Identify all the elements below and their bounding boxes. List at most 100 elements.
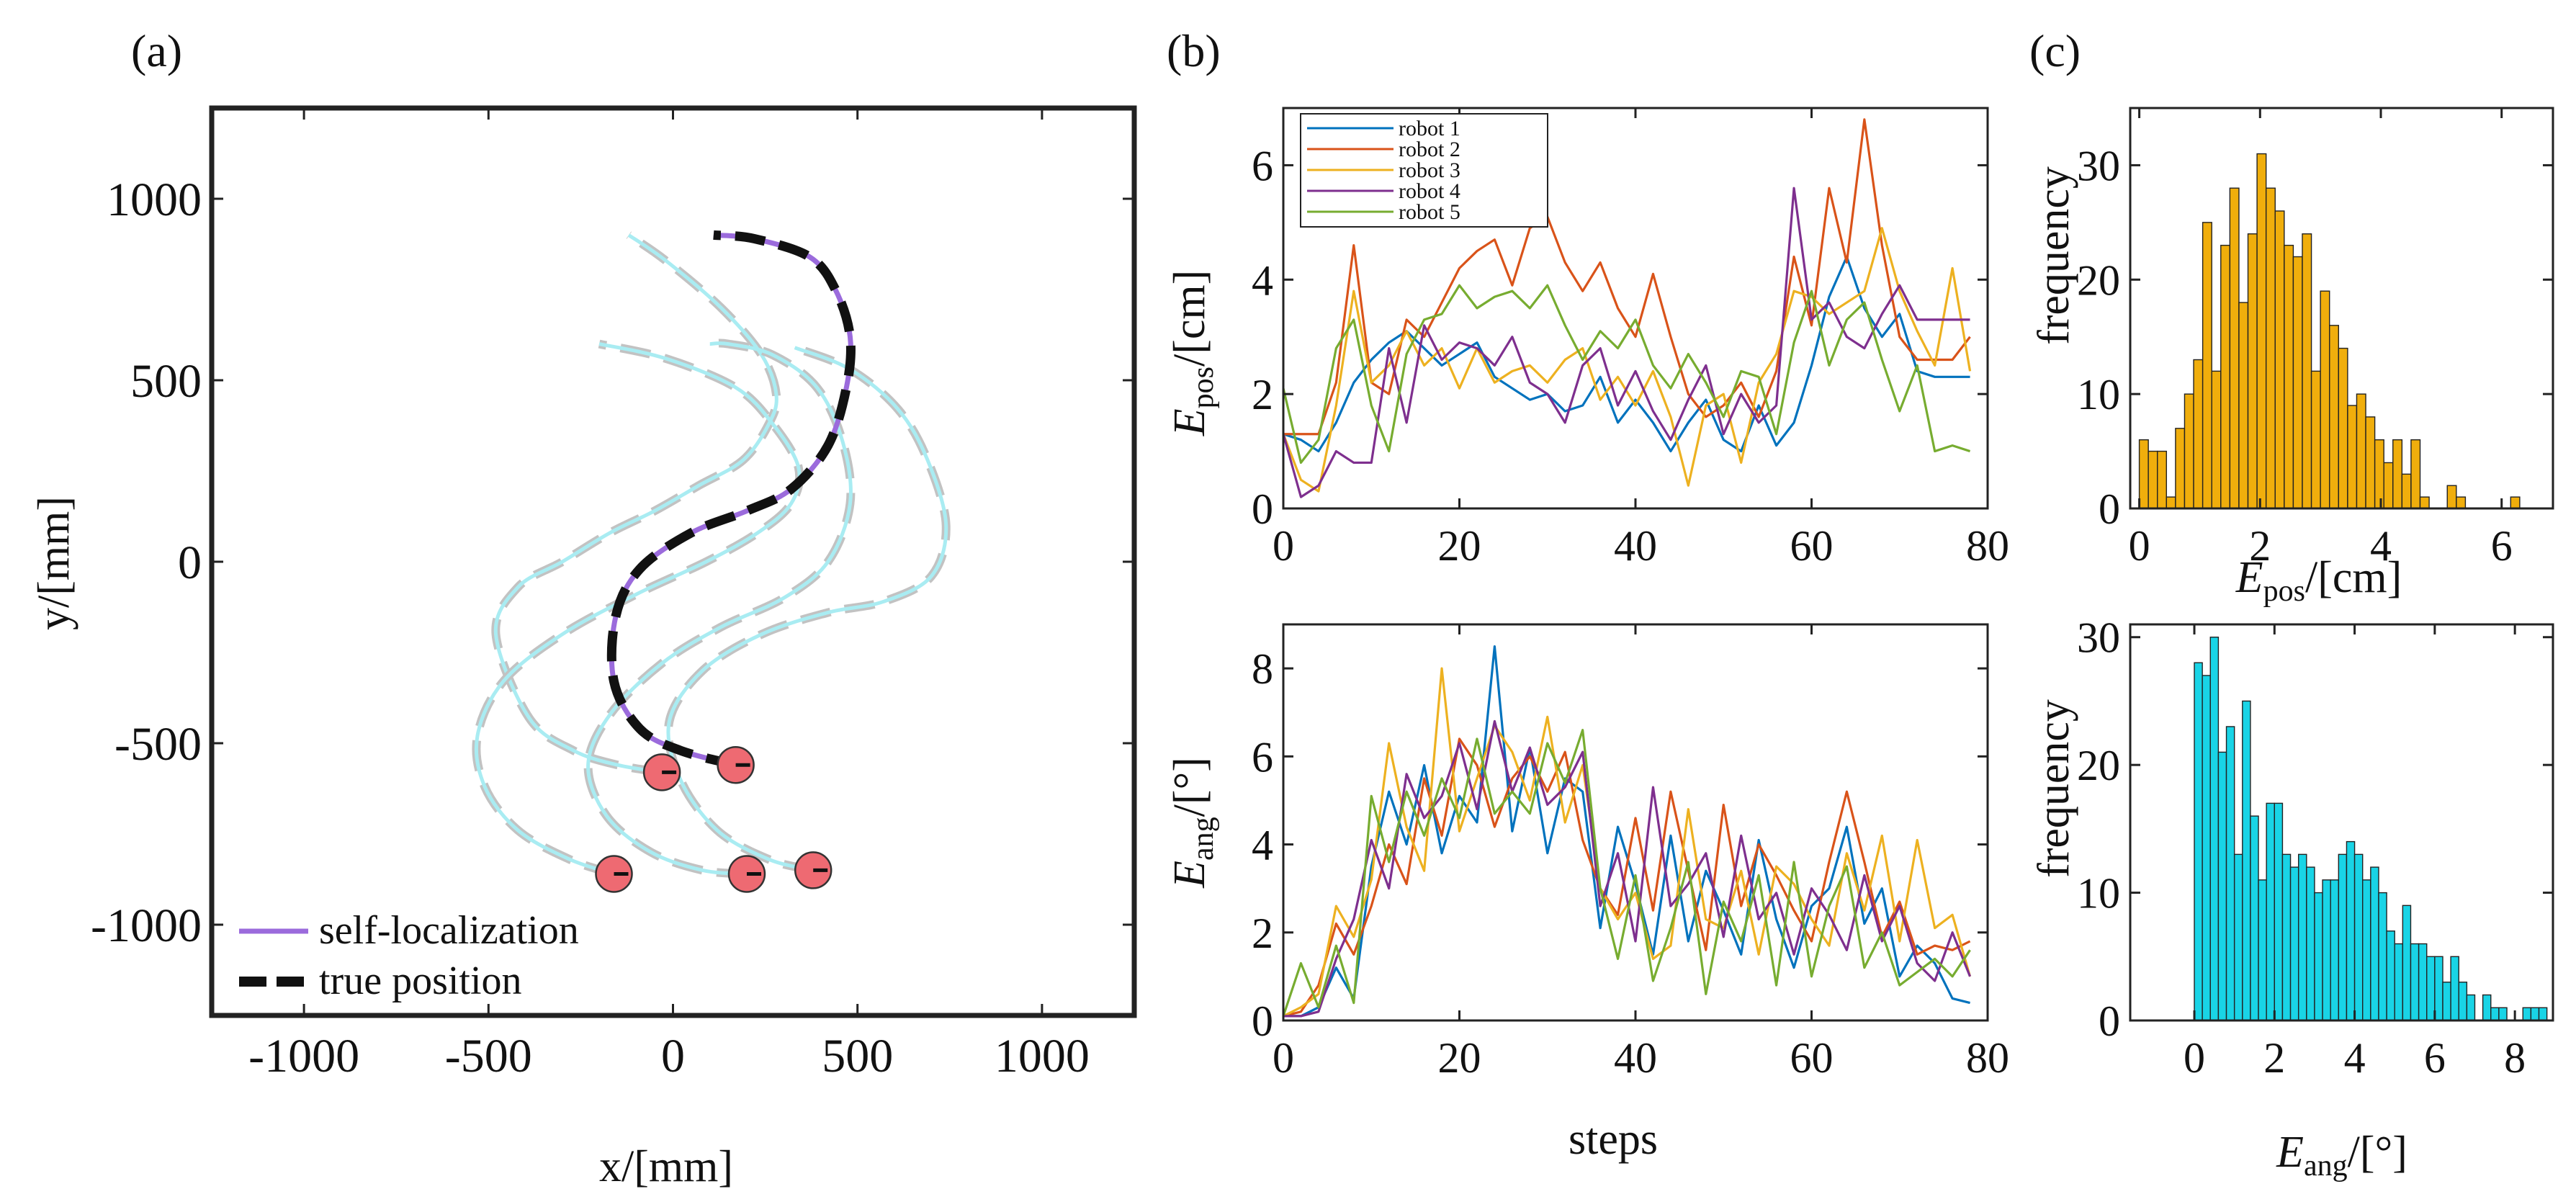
panel-c2-bar — [2434, 956, 2443, 1021]
panel-c2-bar — [2378, 892, 2387, 1021]
c1-xlabel-main: E — [2235, 553, 2263, 602]
panel-c1-ytick-label: 30 — [2077, 142, 2120, 189]
panel-c1-xtick-label: 2 — [2249, 522, 2271, 570]
panel-b1-series-robot-5 — [1282, 284, 1971, 465]
panel-c1-bar — [2265, 187, 2276, 509]
panel-b1-xtick-label: 20 — [1438, 522, 1481, 570]
panel-a-ytick-label: -500 — [115, 718, 202, 771]
panel-b2-xtick-label: 0 — [1273, 1034, 1294, 1082]
panel-b1-ytick-label: 2 — [1252, 371, 1273, 418]
panel-c1-bar — [2320, 290, 2330, 509]
b1-ylabel-main: E — [1165, 408, 1214, 436]
panel-c2-bar — [2498, 1007, 2508, 1021]
panel-c2-xtick-label: 6 — [2424, 1034, 2446, 1082]
panel-c2-bar — [2466, 994, 2476, 1021]
panel-c1-bar — [2148, 450, 2158, 509]
legend-robot5-label: robot 5 — [1399, 200, 1460, 224]
panel-b1-xtick-label: 40 — [1614, 522, 1657, 570]
panel-c1-bar — [2456, 496, 2467, 509]
panel-c1-bar — [2202, 222, 2212, 509]
panel-c2-ylabel: frequency — [2029, 699, 2078, 878]
panel-b1-legend: robot 1 robot 2 robot 3 robot 4 robot 5 — [1300, 113, 1548, 228]
panel-c1-bar — [2383, 462, 2394, 509]
panel-a-xtick-label: -500 — [445, 1030, 532, 1082]
panel-c1-ytick-label: 0 — [2099, 485, 2120, 533]
panel-a-ytick-label: 0 — [178, 537, 202, 589]
panel-c2-bar — [2266, 802, 2276, 1021]
panel-c2-bar — [2297, 853, 2307, 1021]
true-trajectory-4 — [663, 344, 951, 875]
panel-c1-bar — [2166, 496, 2176, 509]
panel-a-legend: self-localization true position — [239, 908, 579, 1003]
true-trajectory-1 — [491, 231, 781, 777]
legend-robot2-label: robot 2 — [1399, 138, 1460, 161]
panel-a-xtick-label: 1000 — [995, 1030, 1090, 1082]
self-trajectory-1 — [493, 233, 778, 774]
panel-a-ylabel: y/[mm] — [30, 496, 78, 630]
panel-c1-bar — [2410, 439, 2421, 509]
panel-c1-bar — [2356, 393, 2366, 509]
panel-label-a: (a) — [131, 25, 182, 76]
panel-c2-ytick-label: 10 — [2077, 870, 2120, 917]
panel-a-ytick-label: -1000 — [91, 899, 202, 952]
panel-c2-bar — [2250, 815, 2259, 1021]
panel-c1-frame — [2129, 107, 2554, 510]
panel-c2-bar — [2402, 905, 2412, 1021]
panel-b2-series-robot-2 — [1283, 737, 1971, 1018]
panel-c2-bar — [2482, 994, 2492, 1021]
panel-label-c: (c) — [2029, 25, 2081, 76]
panel-b2-series-robot-5 — [1282, 729, 1971, 1017]
panel-c1-bar — [2247, 233, 2258, 509]
panel-c1-bar — [2446, 485, 2457, 509]
panel-b1-ytick-label: 6 — [1252, 142, 1273, 189]
panel-c1-bar — [2220, 244, 2231, 509]
panel-c2-bar — [2258, 879, 2267, 1021]
b2-ylabel-sub: ang — [1187, 817, 1220, 861]
true-trajectory-2 — [472, 339, 804, 879]
panel-c1-bar — [2256, 153, 2267, 509]
panel-c1-bar — [2193, 359, 2204, 509]
highlight-true-trajectory — [606, 230, 856, 770]
panel-c2-bar — [2386, 930, 2395, 1021]
panel-b1-ylabel: Epos/[cm] — [1165, 270, 1220, 437]
panel-c2-xtick-label: 2 — [2263, 1034, 2285, 1082]
panel-c2-bar — [2490, 1007, 2500, 1021]
panel-c2-bar — [2353, 853, 2364, 1021]
legend-robot3-label: robot 3 — [1399, 158, 1460, 182]
panel-c1-bar — [2338, 347, 2348, 509]
panel-c2-bar — [2281, 853, 2292, 1021]
legend-robot4-label: robot 4 — [1399, 179, 1460, 203]
panel-c1-bar — [2284, 244, 2294, 509]
panel-c2-frame — [2129, 623, 2554, 1022]
panel-c2-bar — [2330, 879, 2340, 1021]
panel-c1-bar — [2401, 473, 2412, 509]
panel-b2-ytick-label: 6 — [1252, 733, 1273, 781]
c1-xlabel-unit: /[cm] — [2305, 553, 2402, 602]
panel-c2-xtick-label: 8 — [2504, 1034, 2526, 1082]
panel-c1-bar — [2310, 370, 2321, 509]
panel-c1-ytick-label: 20 — [2077, 256, 2120, 304]
panel-c2-bar — [2202, 675, 2211, 1021]
panel-b1-ytick-label: 4 — [1252, 256, 1273, 304]
panel-c1-bar — [2211, 370, 2222, 509]
panel-c1-bar — [2329, 325, 2340, 509]
panel-a-xtick-label: -1000 — [248, 1030, 359, 1082]
panel-c2-bar — [2233, 853, 2243, 1021]
panel-a-ytick-label: 1000 — [107, 174, 202, 226]
panel-c2-bar — [2194, 662, 2203, 1021]
b1-ylabel-sub: pos — [1187, 367, 1220, 408]
panel-c2-bar — [2314, 892, 2323, 1021]
position-histogram-panel: 0 2 4 6 0 10 20 30 — [2077, 107, 2554, 570]
panel-b1-xtick-label: 60 — [1790, 522, 1834, 570]
trajectory-panel: -1000 -500 0 500 1000 -1000 -500 0 500 1000 — [91, 105, 1137, 1082]
panel-c2-bar — [2346, 840, 2356, 1021]
panel-c2-bar — [2394, 943, 2404, 1021]
panel-c2-ytick-label: 30 — [2077, 614, 2120, 662]
legend-true-label: true position — [319, 959, 522, 1003]
panel-c1-bar — [2419, 496, 2430, 509]
panel-c2-bar — [2289, 866, 2299, 1021]
panel-c2-bar — [2217, 751, 2227, 1021]
panel-c1-xtick-label: 6 — [2491, 522, 2513, 570]
panel-c1-bar — [2392, 439, 2403, 509]
